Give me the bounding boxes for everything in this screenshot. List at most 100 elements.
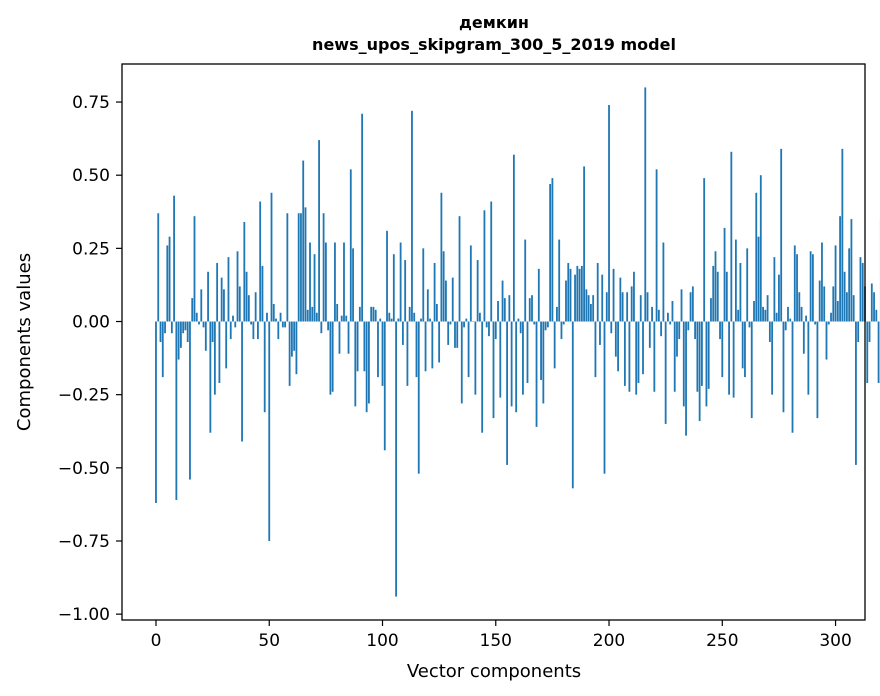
bar: [458, 216, 461, 322]
y-tick-label: −0.75: [58, 532, 110, 552]
bar: [189, 321, 191, 480]
bar: [479, 312, 481, 322]
bar: [166, 245, 169, 322]
bar: [576, 265, 579, 322]
bar: [200, 289, 203, 322]
bar: [839, 216, 841, 322]
bar: [270, 192, 273, 322]
bar: [780, 148, 783, 322]
bar: [605, 292, 608, 322]
bar: [522, 321, 524, 395]
bar: [793, 245, 796, 322]
bar: [590, 303, 592, 322]
x-tick-label: 150: [480, 631, 512, 651]
bar: [209, 321, 212, 433]
bar: [213, 321, 216, 395]
bar: [800, 306, 803, 322]
bar: [553, 321, 556, 369]
bar: [368, 321, 370, 404]
bar: [807, 321, 810, 395]
bar: [408, 306, 411, 322]
bar: [716, 271, 719, 322]
bar: [748, 321, 751, 328]
bar: [506, 321, 508, 465]
bar: [682, 321, 685, 407]
bar: [714, 251, 717, 322]
bar: [762, 306, 764, 322]
bar: [315, 312, 318, 322]
bar: [406, 321, 409, 386]
bar: [689, 292, 692, 322]
bar: [859, 257, 862, 322]
bar: [707, 321, 710, 389]
y-tick-label: 0.50: [72, 166, 110, 186]
bar: [266, 312, 268, 322]
bar: [392, 254, 395, 322]
bar: [630, 286, 633, 322]
bar: [485, 321, 488, 328]
bar: [759, 175, 762, 322]
bar: [512, 154, 515, 322]
bar: [664, 321, 667, 424]
bar: [263, 321, 266, 413]
bar: [685, 321, 687, 436]
bar: [288, 321, 291, 386]
bar: [678, 321, 681, 340]
bar: [850, 219, 853, 322]
bar: [383, 321, 386, 451]
bar: [413, 312, 416, 322]
bar: [517, 318, 520, 322]
bar: [290, 321, 293, 357]
bar: [286, 213, 289, 322]
bar: [374, 309, 377, 322]
bar: [617, 321, 619, 372]
plot-frame: [121, 63, 866, 621]
bar: [623, 321, 626, 386]
bar: [852, 295, 855, 322]
bar: [469, 245, 472, 322]
bar: [565, 280, 567, 322]
bar: [354, 321, 357, 407]
bar: [397, 318, 400, 322]
bar: [347, 321, 350, 354]
bar: [558, 239, 561, 322]
bar: [515, 321, 518, 413]
bar: [594, 321, 597, 378]
bar: [415, 321, 418, 378]
bar: [343, 242, 345, 322]
bar: [401, 321, 404, 345]
bar: [524, 239, 527, 322]
bar: [633, 271, 635, 322]
bar: [331, 321, 334, 392]
bar: [223, 289, 225, 322]
bar: [533, 321, 536, 325]
bar: [318, 140, 320, 322]
bar: [628, 321, 631, 392]
x-tick-label: 100: [366, 631, 398, 651]
bar: [857, 321, 860, 342]
bar: [540, 321, 542, 381]
bar: [431, 321, 434, 369]
bar: [773, 257, 776, 322]
bar: [728, 321, 730, 395]
bar: [157, 213, 160, 322]
bar: [787, 306, 789, 322]
bar: [241, 321, 243, 442]
x-tick-label: 50: [258, 631, 280, 651]
bar: [730, 151, 733, 322]
bar: [474, 321, 477, 395]
bar: [642, 321, 644, 375]
bar: [608, 104, 610, 322]
bar: [243, 222, 246, 322]
bar: [449, 321, 452, 325]
bar: [247, 295, 250, 322]
bar: [750, 321, 753, 419]
bar: [424, 321, 427, 372]
bar: [388, 312, 391, 322]
bar: [451, 277, 454, 322]
bar: [855, 321, 857, 465]
bar: [694, 321, 697, 340]
bar: [338, 321, 341, 354]
bar: [580, 265, 583, 322]
